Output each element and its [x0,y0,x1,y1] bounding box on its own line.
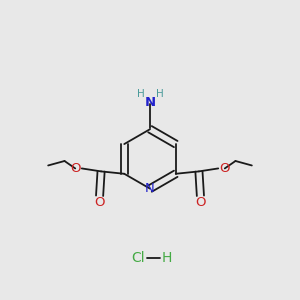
Text: O: O [70,162,80,175]
Text: O: O [220,162,230,175]
Text: O: O [195,196,206,209]
Text: N: N [144,96,156,109]
Text: H: H [156,89,164,99]
Text: H: H [161,251,172,266]
Text: O: O [94,196,105,209]
Text: N: N [145,182,155,195]
Text: H: H [136,89,144,99]
Text: Cl: Cl [131,251,145,266]
